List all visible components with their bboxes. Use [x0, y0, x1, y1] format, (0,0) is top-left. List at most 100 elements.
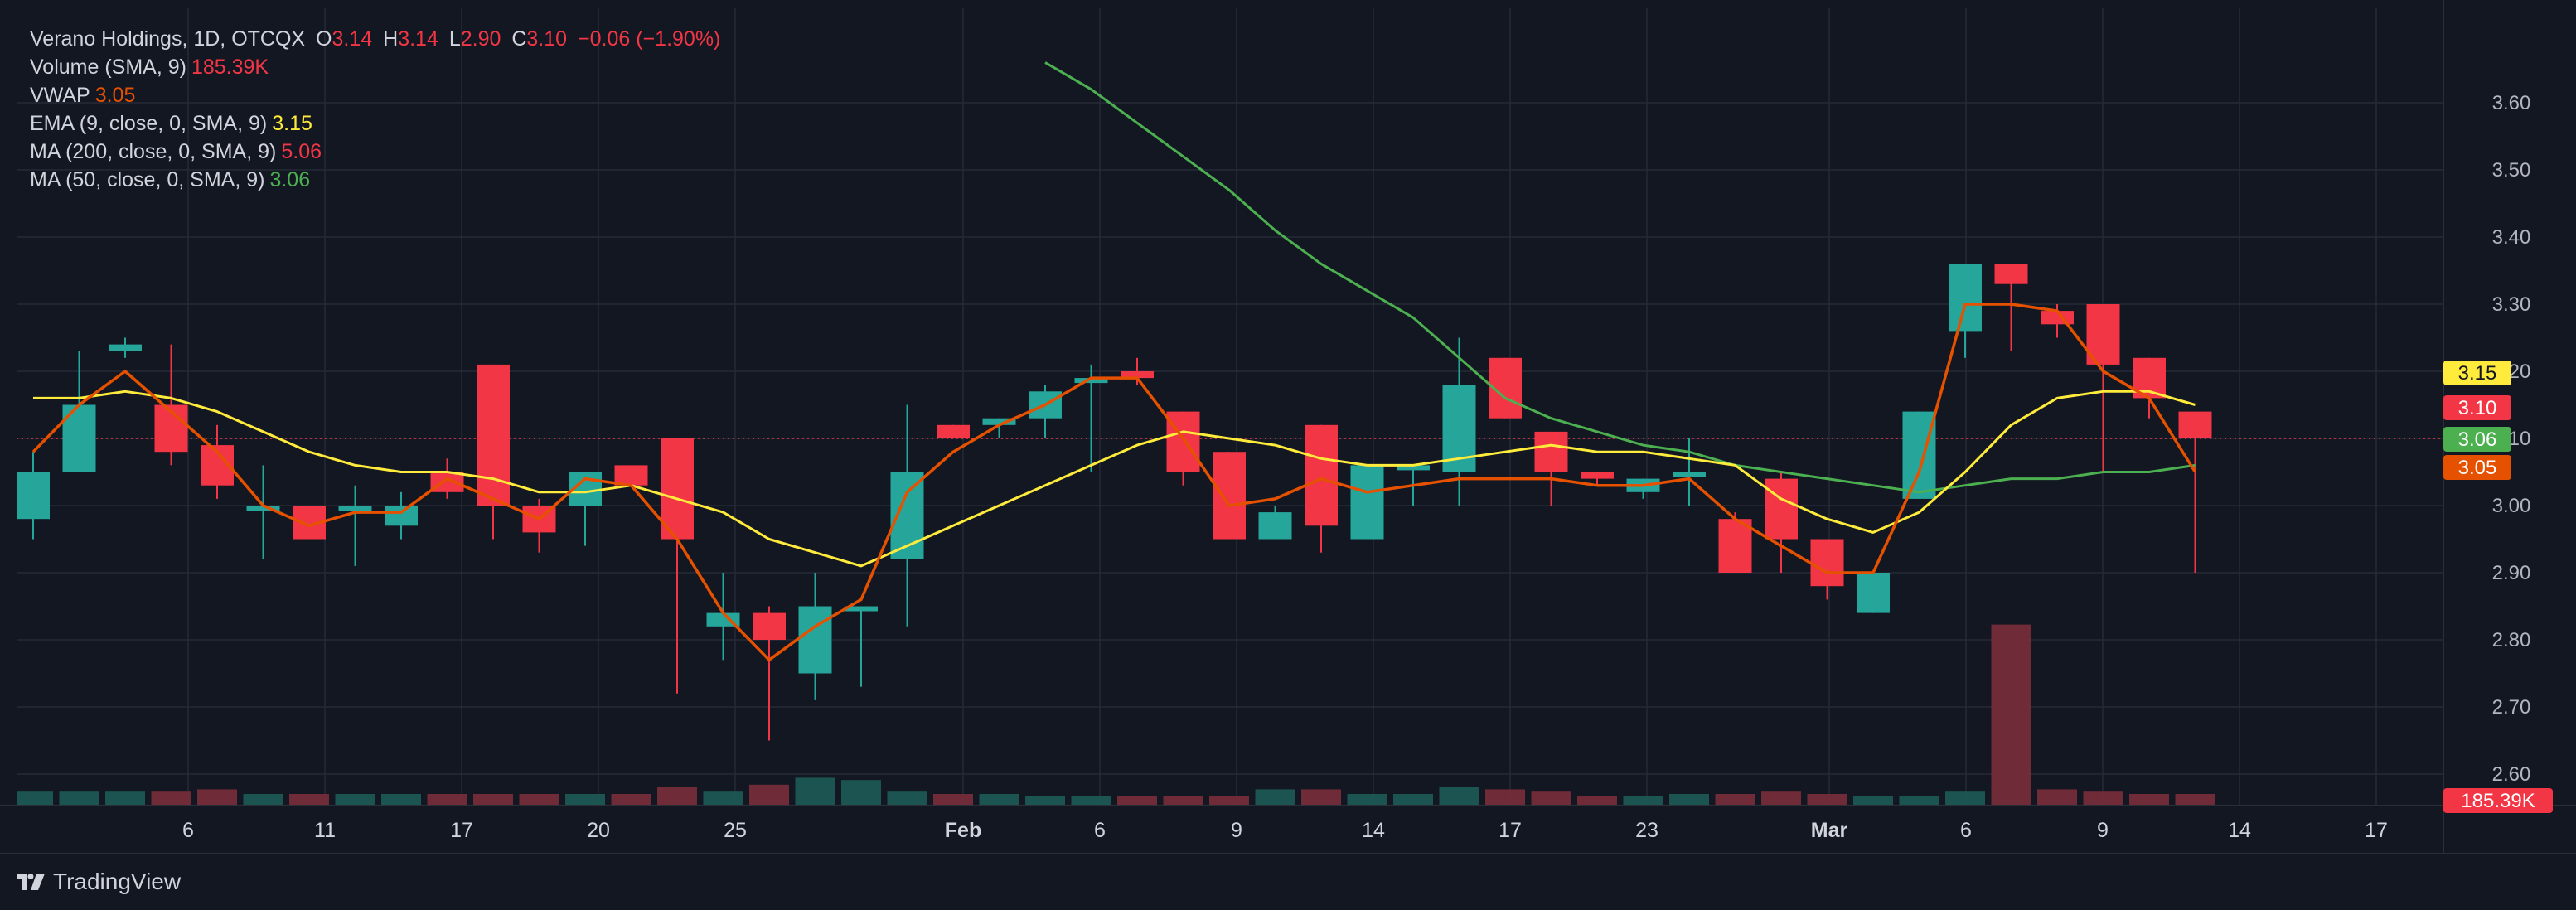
volume-bar	[1071, 796, 1111, 806]
indicator-ema[interactable]: EMA (9, close, 0, SMA, 9) 3.15	[30, 112, 312, 135]
price-tag: 3.15	[2458, 362, 2497, 385]
candle-body	[798, 606, 832, 674]
x-tick-label: 6	[1960, 819, 1972, 842]
candle-body	[1397, 465, 1430, 471]
indicator-value: 3.05	[94, 84, 136, 107]
volume-bar	[1393, 794, 1433, 806]
indicator-volume[interactable]: Volume (SMA, 9) 185.39K	[30, 56, 269, 79]
x-tick-label: 17	[1499, 819, 1522, 842]
volume-bar	[427, 794, 467, 806]
volume-bar	[657, 787, 697, 806]
volume-bar	[1669, 794, 1709, 806]
volume-bar	[1439, 787, 1479, 806]
volume-bar	[1209, 796, 1249, 806]
candle-body	[1718, 519, 1752, 573]
indicator-ma50[interactable]: MA (50, close, 0, SMA, 9) 3.06	[30, 168, 311, 191]
volume-bar	[289, 794, 329, 806]
candle-body	[1350, 465, 1384, 540]
volume-bar	[105, 791, 145, 806]
volume-bar	[1991, 624, 2031, 806]
ohlc-h: H3.14	[383, 27, 438, 51]
price-tag-bg	[2443, 427, 2511, 452]
volume-bar	[2083, 791, 2123, 806]
candle-body	[1258, 512, 1292, 540]
volume-bar	[1623, 796, 1663, 806]
indicator-ma200[interactable]: MA (200, close, 0, SMA, 9) 5.06	[30, 140, 322, 163]
candle-body	[17, 472, 50, 520]
y-tick-label: 2.60	[2492, 763, 2531, 786]
volume-bar	[1899, 796, 1939, 806]
candle-body	[109, 344, 142, 351]
indicator-value: 3.06	[269, 168, 311, 191]
y-tick-label: 3.00	[2492, 495, 2531, 517]
volume-bar	[151, 791, 191, 806]
candle-body	[614, 465, 648, 486]
volume-bar	[979, 794, 1019, 806]
candle-body	[1765, 478, 1798, 540]
volume-bar	[1025, 796, 1065, 806]
candle-body	[385, 506, 418, 526]
x-tick-label: 25	[724, 819, 747, 842]
symbol-row[interactable]: Verano Holdings, 1D, OTCQX O3.14 H3.14 L…	[30, 25, 725, 53]
candle-body	[1074, 378, 1108, 384]
volume-bar	[611, 794, 651, 806]
x-tick-label: Feb	[945, 819, 981, 842]
volume-bar	[2129, 794, 2169, 806]
volume-bar	[197, 789, 237, 806]
x-tick-label: 23	[1635, 819, 1658, 842]
price-tags: 3.15 3.10 3.06 3.05 185.39K	[2443, 361, 2553, 813]
candle-body	[661, 438, 694, 540]
candle-body	[338, 506, 372, 511]
y-tick-label: 2.80	[2492, 629, 2531, 651]
y-tick-label: 3.50	[2492, 159, 2531, 182]
candle-body	[246, 506, 280, 511]
price-tag: 3.06	[2458, 428, 2497, 451]
candle-body	[1534, 431, 1568, 472]
volume-bar	[381, 794, 421, 806]
x-tick-label: 9	[1231, 819, 1242, 842]
indicator-value: 3.15	[272, 112, 312, 135]
candle-body	[937, 424, 970, 438]
candle-body	[1902, 411, 1936, 499]
volume-bar	[59, 791, 99, 806]
x-tick-label: 6	[182, 819, 194, 842]
candle-body	[1213, 452, 1246, 540]
price-tag: 3.10	[2458, 397, 2497, 419]
volume-bar	[1347, 794, 1387, 806]
volume-bar	[335, 794, 375, 806]
y-tick-label: 2.90	[2492, 562, 2531, 584]
volume-bar	[841, 780, 881, 806]
volume-bar	[1301, 789, 1341, 806]
price-tag-bg	[2443, 395, 2511, 420]
candle-body	[1810, 539, 1844, 587]
brand-name: TradingView	[53, 869, 182, 894]
volume-bars	[13, 624, 2215, 806]
price-tag: 3.05	[2458, 457, 2497, 479]
volume-bar	[795, 777, 835, 806]
tradingview-logo-icon	[17, 874, 45, 890]
volume-bar	[887, 791, 927, 806]
volume-tag: 185.39K	[2461, 790, 2535, 812]
indicator-vwap[interactable]: VWAP 3.05	[30, 84, 136, 107]
ma-line	[1044, 61, 2196, 494]
volume-bar	[1531, 791, 1571, 806]
volume-bar	[519, 794, 559, 806]
candle-body	[982, 418, 1016, 425]
indicator-lines	[31, 61, 2196, 662]
ohlc-change: −0.06 (−1.90%)	[578, 27, 721, 51]
x-tick-label: 17	[450, 819, 473, 842]
candle-body	[2178, 411, 2212, 438]
volume-bar	[565, 794, 605, 806]
candle-body	[753, 612, 786, 640]
x-tick-label: 14	[2228, 819, 2251, 842]
candle-body	[1994, 264, 2028, 284]
tradingview-branding[interactable]: TradingView	[17, 867, 181, 897]
volume-bar	[1807, 794, 1847, 806]
volume-bar	[1761, 791, 1801, 806]
volume-bar	[1945, 791, 1985, 806]
volume-tag-bg	[2443, 788, 2553, 813]
volume-bar	[933, 794, 973, 806]
